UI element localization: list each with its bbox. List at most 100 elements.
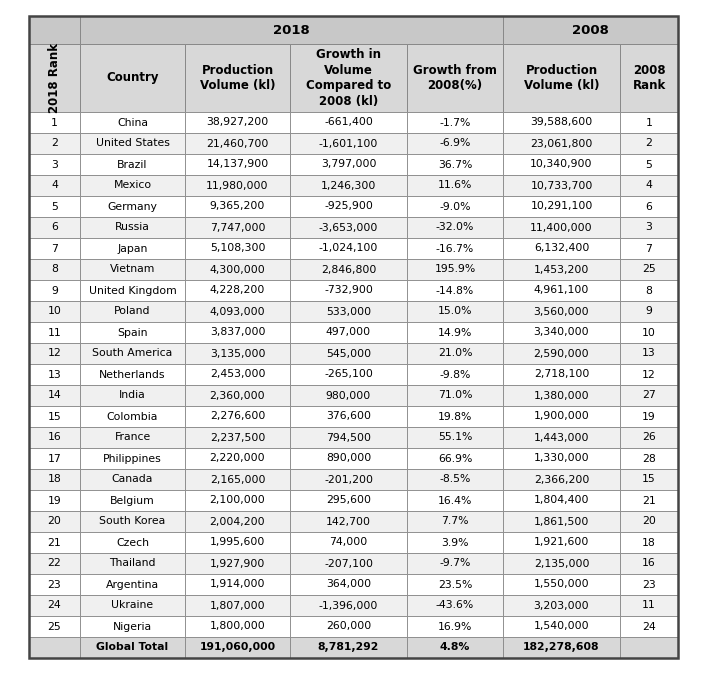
Text: Vietnam: Vietnam xyxy=(110,264,155,274)
Bar xyxy=(80,280,185,301)
Bar xyxy=(290,448,407,469)
Bar xyxy=(407,154,503,175)
Bar xyxy=(290,595,407,616)
Bar xyxy=(620,595,678,616)
Bar xyxy=(620,532,678,553)
Text: 376,600: 376,600 xyxy=(326,411,371,422)
Text: 1: 1 xyxy=(646,118,653,127)
Text: 4,093,000: 4,093,000 xyxy=(210,306,266,317)
Bar xyxy=(29,343,80,364)
Text: 11,980,000: 11,980,000 xyxy=(206,180,269,191)
Text: Argentina: Argentina xyxy=(106,580,159,590)
Bar xyxy=(290,301,407,322)
Text: Philippines: Philippines xyxy=(103,454,162,464)
Bar xyxy=(80,427,185,448)
Bar xyxy=(407,553,503,574)
Bar xyxy=(503,259,620,280)
Text: Brazil: Brazil xyxy=(118,159,148,170)
Text: -207,100: -207,100 xyxy=(324,558,373,569)
Text: South Korea: South Korea xyxy=(99,516,166,526)
Bar xyxy=(503,595,620,616)
Bar xyxy=(407,469,503,490)
Bar xyxy=(620,469,678,490)
Text: 71.0%: 71.0% xyxy=(438,390,472,400)
Bar xyxy=(290,44,407,112)
Bar xyxy=(290,280,407,301)
Bar xyxy=(29,385,80,406)
Bar xyxy=(503,427,620,448)
Bar xyxy=(407,217,503,238)
Text: 15.0%: 15.0% xyxy=(438,306,472,317)
Text: Growth from
2008(%): Growth from 2008(%) xyxy=(413,64,497,92)
Bar xyxy=(185,44,290,112)
Text: Spain: Spain xyxy=(118,328,148,338)
Bar xyxy=(503,469,620,490)
Text: 26: 26 xyxy=(642,432,656,443)
Bar xyxy=(29,511,80,532)
Bar xyxy=(80,301,185,322)
Bar xyxy=(185,322,290,343)
Bar xyxy=(29,154,80,175)
Text: Production
Volume (kl): Production Volume (kl) xyxy=(524,64,599,92)
Bar xyxy=(29,133,80,154)
Bar xyxy=(620,574,678,595)
Bar xyxy=(620,259,678,280)
Text: 23: 23 xyxy=(642,580,656,590)
Bar xyxy=(185,280,290,301)
Text: -3,653,000: -3,653,000 xyxy=(319,223,378,232)
Text: 191,060,000: 191,060,000 xyxy=(200,642,275,652)
Bar xyxy=(185,469,290,490)
Text: 1,927,900: 1,927,900 xyxy=(210,558,266,569)
Text: 21: 21 xyxy=(642,496,656,505)
Text: 2,366,200: 2,366,200 xyxy=(534,475,589,484)
Text: 18: 18 xyxy=(47,475,62,484)
Text: 16: 16 xyxy=(47,432,62,443)
Text: Nigeria: Nigeria xyxy=(113,622,152,631)
Text: 2,100,000: 2,100,000 xyxy=(210,496,266,505)
Text: Colombia: Colombia xyxy=(107,411,158,422)
Text: 14,137,900: 14,137,900 xyxy=(206,159,268,170)
Bar xyxy=(407,616,503,637)
Text: 295,600: 295,600 xyxy=(326,496,371,505)
Bar xyxy=(290,217,407,238)
Text: 260,000: 260,000 xyxy=(326,622,371,631)
Bar xyxy=(80,574,185,595)
Bar xyxy=(185,259,290,280)
Text: -732,900: -732,900 xyxy=(324,285,373,296)
Text: 12: 12 xyxy=(642,370,656,379)
Bar xyxy=(290,238,407,259)
Bar xyxy=(407,427,503,448)
Bar xyxy=(185,616,290,637)
Text: 1,914,000: 1,914,000 xyxy=(210,580,266,590)
Bar xyxy=(80,385,185,406)
Bar xyxy=(620,490,678,511)
Bar xyxy=(185,595,290,616)
Bar xyxy=(407,259,503,280)
Bar xyxy=(290,553,407,574)
Text: 1,380,000: 1,380,000 xyxy=(534,390,589,400)
Text: -9.0%: -9.0% xyxy=(439,202,471,212)
Text: 9: 9 xyxy=(51,285,58,296)
Bar xyxy=(80,595,185,616)
Text: 2,718,100: 2,718,100 xyxy=(534,370,589,379)
Bar xyxy=(620,112,678,133)
Bar xyxy=(80,133,185,154)
Bar xyxy=(29,16,80,44)
Bar xyxy=(290,406,407,427)
Text: 1: 1 xyxy=(51,118,58,127)
Text: 8: 8 xyxy=(646,285,653,296)
Bar xyxy=(185,511,290,532)
Bar xyxy=(407,322,503,343)
Text: 17: 17 xyxy=(47,454,62,464)
Bar xyxy=(290,490,407,511)
Text: 8,781,292: 8,781,292 xyxy=(318,642,379,652)
Text: 1,330,000: 1,330,000 xyxy=(534,454,589,464)
Text: 2008: 2008 xyxy=(572,24,609,37)
Text: 3,340,000: 3,340,000 xyxy=(534,328,589,338)
Text: -6.9%: -6.9% xyxy=(439,138,471,148)
Bar xyxy=(290,364,407,385)
Bar xyxy=(80,175,185,196)
Text: 1,550,000: 1,550,000 xyxy=(534,580,589,590)
Text: United Kingdom: United Kingdom xyxy=(88,285,176,296)
Text: 182,278,608: 182,278,608 xyxy=(523,642,600,652)
